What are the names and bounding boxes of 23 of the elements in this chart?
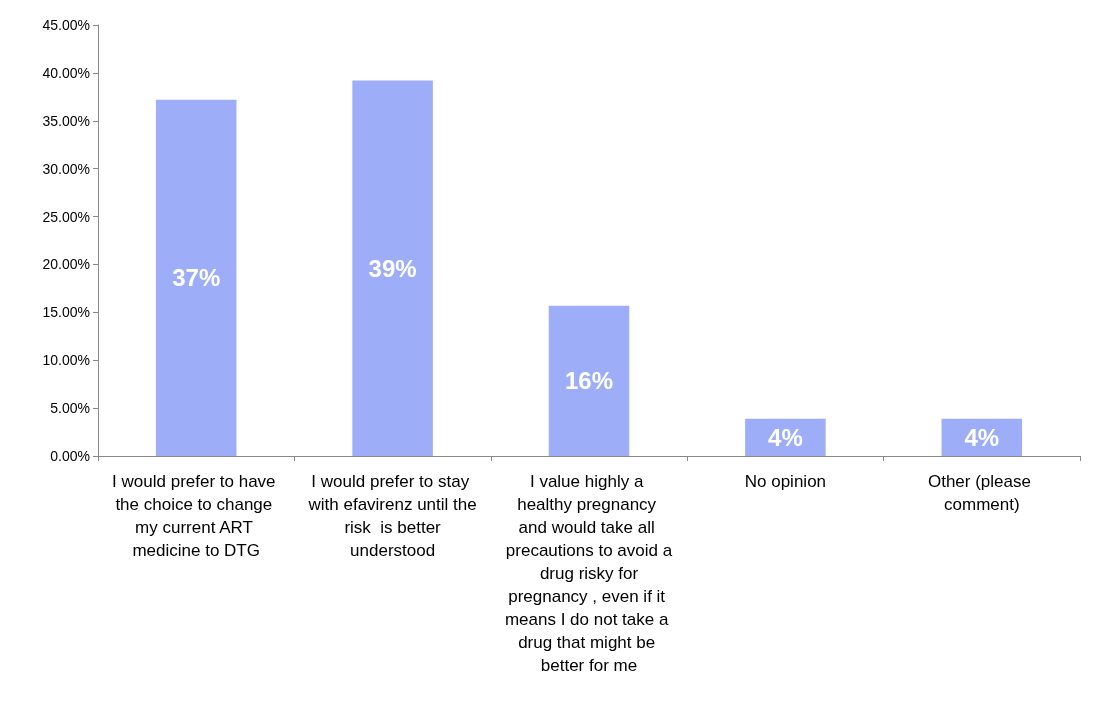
data-label: 4% <box>768 423 803 451</box>
y-tick-label: 25.00% <box>42 208 90 225</box>
x-tick-label: Other (please comment) <box>927 472 1036 514</box>
y-tick-label: 10.00% <box>42 352 90 369</box>
bar <box>155 99 237 456</box>
y-tick-label: 0.00% <box>50 448 90 464</box>
bar <box>352 80 433 456</box>
data-label: 39% <box>368 254 417 282</box>
x-tick-label: I would prefer to have the choice to change my current ART medicine to DTG <box>112 472 281 560</box>
y-tick-label: 45.00% <box>42 17 90 33</box>
y-tick-label: 40.00% <box>42 64 90 81</box>
data-label: 37% <box>172 264 221 292</box>
y-tick-label: 30.00% <box>42 160 90 177</box>
y-tick-label: 35.00% <box>42 112 90 129</box>
x-tick-label: I would prefer to stay with efavirenz until the risk is better understood <box>307 472 477 560</box>
y-tick-label: 5.00% <box>50 400 90 417</box>
data-label: 4% <box>964 423 1000 451</box>
data-label: 16% <box>564 367 614 395</box>
x-tick-label: No opinion <box>744 472 827 491</box>
y-tick-label: 20.00% <box>42 256 90 273</box>
bar <box>548 305 630 456</box>
category-label: I value highly a healthy pregnancy and would take all precautions to avoid a drug risky for pregnancy , even if it means I do not take a drug that might be better for me <box>504 472 673 675</box>
y-tick-label: 15.00% <box>42 304 90 321</box>
